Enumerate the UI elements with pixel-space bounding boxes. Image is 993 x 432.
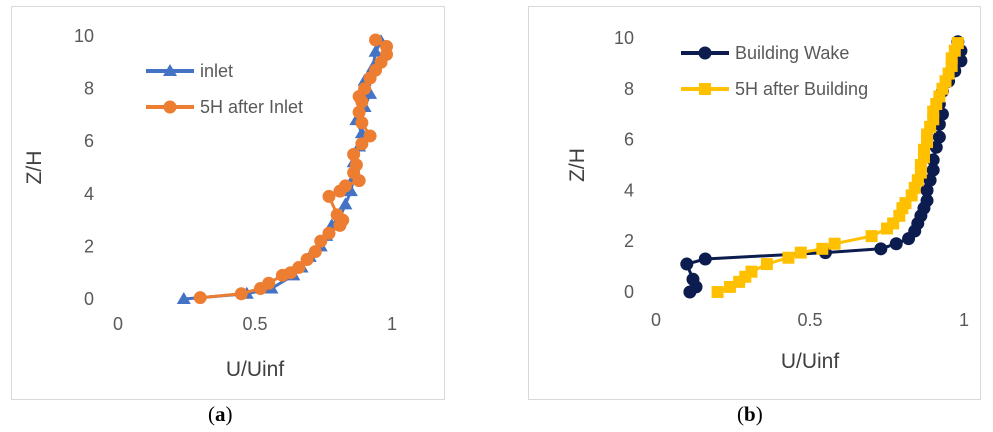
data-point — [865, 230, 878, 243]
data-point — [363, 129, 377, 143]
x-tick-label: 0 — [113, 314, 123, 334]
legend-label: 5H after Building — [735, 79, 868, 99]
data-point — [680, 257, 694, 271]
chart-panel-b: 0 2 4 6 8 10 0 0.5 1 U/Uinf Z/H Building Wake 5H aft… — [528, 6, 981, 400]
data-point — [686, 272, 700, 286]
caption-b: (b) — [737, 402, 763, 426]
legend-marker — [163, 100, 177, 114]
data-point — [343, 184, 358, 197]
x-tick-label: 1 — [959, 310, 969, 330]
legend-label: inlet — [200, 61, 233, 81]
data-point — [322, 189, 336, 203]
data-point — [193, 291, 207, 305]
y-tick-label: 0 — [624, 282, 634, 302]
chart-panel-a: 0 2 4 6 8 10 0 0.5 1 U/Uinf Z/H inlet 5H after Inlet — [11, 6, 445, 400]
x-axis-title: U/Uinf — [781, 350, 840, 373]
data-point — [874, 242, 888, 256]
chart-b-svg: 0 2 4 6 8 10 0 0.5 1 U/Uinf Z/H Building Wake 5H aft… — [528, 6, 981, 400]
y-tick-label: 4 — [624, 180, 634, 200]
x-tick-label: 0.5 — [797, 310, 822, 330]
data-point — [924, 120, 937, 133]
data-point — [698, 252, 712, 266]
legend-marker — [698, 46, 712, 60]
legend-entry: 5H after Inlet — [146, 97, 303, 117]
y-tick-label: 6 — [624, 130, 634, 150]
data-point — [920, 194, 934, 208]
data-point — [711, 286, 724, 298]
data-point — [314, 234, 328, 248]
data-point — [338, 179, 352, 193]
data-point — [816, 242, 829, 255]
data-point — [363, 86, 378, 99]
data-point — [782, 251, 795, 264]
x-tick-label: 0.5 — [242, 314, 267, 334]
data-point — [262, 276, 276, 290]
caption-a: (a) — [208, 402, 233, 426]
data-point — [176, 292, 191, 304]
legend-entry: inlet — [146, 61, 233, 81]
legend-label: 5H after Inlet — [200, 97, 303, 117]
y-tick-label: 0 — [84, 289, 94, 309]
data-point — [889, 237, 903, 251]
data-point — [926, 163, 940, 177]
legend-entry: Building Wake — [681, 43, 849, 63]
data-point — [920, 183, 934, 197]
data-point — [300, 253, 314, 267]
data-point — [932, 130, 946, 144]
legend-entry: 5H after Building — [681, 79, 868, 99]
data-point — [330, 208, 344, 222]
y-tick-label: 2 — [84, 236, 94, 256]
y-tick-label: 10 — [74, 26, 94, 46]
y-tick-label: 10 — [614, 28, 634, 48]
data-point — [347, 147, 361, 161]
y-tick-label: 2 — [624, 231, 634, 251]
data-point — [760, 258, 773, 271]
chart-border — [528, 6, 981, 400]
series-1 — [193, 33, 394, 305]
legend-marker — [699, 83, 711, 95]
data-point — [322, 226, 336, 240]
chart-a-svg: 0 2 4 6 8 10 0 0.5 1 U/Uinf Z/H inlet 5H after Inlet — [11, 6, 445, 400]
data-point — [951, 37, 964, 50]
data-point — [369, 33, 383, 47]
legend-marker — [163, 64, 177, 76]
data-point — [355, 137, 369, 151]
data-point — [355, 116, 369, 130]
y-tick-label: 4 — [84, 184, 94, 204]
series-1 — [711, 37, 964, 298]
data-point — [349, 158, 363, 172]
x-tick-label: 1 — [387, 314, 397, 334]
x-tick-label: 0 — [651, 310, 661, 330]
y-axis-title: Z/H — [23, 151, 46, 185]
data-point — [380, 40, 394, 54]
data-point — [794, 246, 807, 259]
y-tick-label: 6 — [84, 131, 94, 151]
y-axis-title: Z/H — [566, 148, 589, 182]
legend-label: Building Wake — [735, 43, 849, 63]
x-axis-title: U/Uinf — [226, 358, 285, 381]
data-point — [234, 287, 248, 301]
data-point — [308, 245, 322, 259]
data-point — [292, 260, 306, 274]
y-tick-label: 8 — [624, 79, 634, 99]
data-point — [358, 82, 372, 96]
data-point — [368, 44, 383, 57]
data-point — [352, 105, 366, 119]
y-tick-label: 8 — [84, 79, 94, 99]
data-point — [745, 265, 758, 278]
data-point — [828, 237, 841, 250]
data-point — [723, 280, 736, 293]
data-point — [338, 197, 353, 210]
